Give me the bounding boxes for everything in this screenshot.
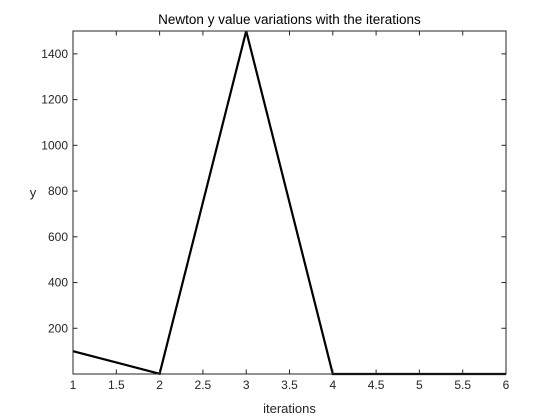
x-tick-label: 5 xyxy=(416,378,423,392)
x-tick-label: 2 xyxy=(156,378,163,392)
y-tick-label: 1000 xyxy=(41,138,68,152)
x-tick-label: 4 xyxy=(329,378,336,392)
x-tick-label: 4.5 xyxy=(368,378,385,392)
x-tick-label: 6 xyxy=(503,378,510,392)
x-tick-label: 3.5 xyxy=(281,378,298,392)
x-tick-label: 5.5 xyxy=(454,378,471,392)
plot-box xyxy=(72,30,507,375)
ticks-layer: 1 1.5 2 2.5 3 3.5 4 4.5 5 5.5 6 200 400 600 800 1000 120… xyxy=(41,31,510,392)
y-tick-label: 400 xyxy=(48,276,68,290)
y-tick-label: 1200 xyxy=(41,93,68,107)
y-tick-label: 200 xyxy=(48,321,68,335)
y-tick-label: 600 xyxy=(48,230,68,244)
x-axis-label: iterations xyxy=(263,401,316,416)
x-tick-label: 3 xyxy=(243,378,250,392)
y-tick-label: 800 xyxy=(48,184,68,198)
x-tick-label: 1.5 xyxy=(108,378,125,392)
x-tick-label: 2.5 xyxy=(195,378,212,392)
x-tick-label: 1 xyxy=(70,378,77,392)
y-tick-label: 1400 xyxy=(41,47,68,61)
chart-title: Newton y value variations with the itera… xyxy=(158,12,421,27)
y-axis-label: y xyxy=(30,185,37,200)
